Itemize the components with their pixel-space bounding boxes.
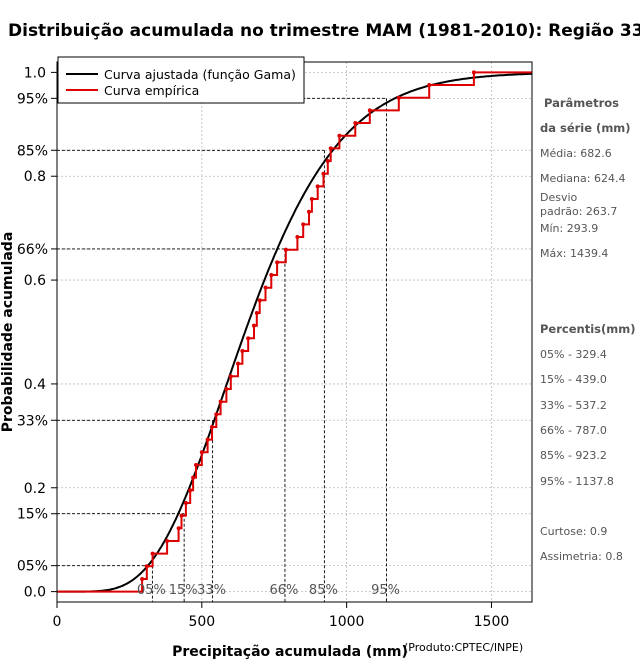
empirical-point — [337, 133, 342, 138]
legend-box — [57, 56, 305, 104]
empirical-point — [269, 273, 274, 278]
y-tick-label: 0.2 — [24, 481, 46, 497]
empirical-point — [144, 564, 149, 569]
y-tick-label: 0.4 — [24, 377, 46, 393]
stat-desvio-1: Desvio — [540, 191, 578, 204]
empirical-point — [263, 285, 268, 290]
stat-min: Mín: 293.9 — [540, 222, 598, 235]
empirical-point — [140, 576, 145, 581]
empirical-point — [309, 197, 314, 202]
empirical-point — [367, 108, 372, 113]
empirical-point — [353, 121, 358, 126]
x-tick-label: 1500 — [474, 614, 510, 630]
empirical-point — [165, 538, 170, 543]
empirical-point — [471, 70, 476, 75]
gamma-fit-curve — [57, 72, 533, 593]
params-title-1: Parâmetros — [544, 96, 619, 110]
y-pct-tick-label: 95% — [17, 91, 48, 107]
empirical-point — [224, 386, 229, 391]
empirical-point — [205, 437, 210, 442]
y-tick-label: 0.8 — [24, 169, 46, 185]
y-pct-tick-label: 15% — [17, 507, 48, 523]
empirical-point — [228, 374, 233, 379]
empirical-point — [218, 399, 223, 404]
empirical-point — [301, 222, 306, 227]
empirical-point — [251, 323, 256, 328]
legend-empirical-label: Curva empírica — [104, 83, 199, 98]
stat-mediana: Mediana: 624.4 — [540, 172, 625, 185]
stat-p33: 33% - 537.2 — [540, 399, 607, 412]
percentile-label: 85% — [309, 583, 338, 598]
empirical-point — [179, 513, 184, 518]
percentile-label: 33% — [197, 583, 226, 598]
empirical-point — [176, 526, 181, 531]
stat-assimetria: Assimetria: 0.8 — [540, 550, 623, 563]
credit: (Produto:CPTEC/INPE) — [404, 641, 523, 654]
stat-p15: 15% - 439.0 — [540, 373, 607, 386]
y-tick-label: 0.0 — [24, 585, 46, 601]
empirical-point — [306, 209, 311, 214]
empirical-point — [257, 298, 262, 303]
params-title-2: da série (mm) — [540, 121, 631, 135]
y-pct-tick-label: 66% — [17, 242, 48, 258]
chart-title: Distribuição acumulada no trimestre MAM … — [8, 21, 640, 41]
empirical-point — [321, 171, 326, 176]
empirical-point — [199, 450, 204, 455]
percentile-label: 66% — [269, 583, 298, 598]
percentile-label: 15% — [169, 583, 198, 598]
y-tick-label: 0.6 — [24, 273, 46, 289]
empirical-point — [295, 235, 300, 240]
curves — [57, 70, 533, 593]
stat-curtose: Curtose: 0.9 — [540, 525, 607, 538]
empirical-point — [188, 488, 193, 493]
x-axis: 0 500 1000 1500 — [53, 602, 510, 630]
y-pct-tick-label: 33% — [17, 413, 48, 429]
side-panel: Parâmetros da série (mm) Média: 682.6 Me… — [540, 96, 635, 563]
percentile-label: 95% — [371, 583, 400, 598]
y-axis-title: Probabilidade acumulada — [0, 232, 16, 433]
stat-media: Média: 682.6 — [540, 147, 612, 160]
percentile-label: 05% — [137, 583, 166, 598]
y-axis: 0.0 0.2 0.4 0.6 0.8 1.0 05% 15% 33% 66% 85% 95% — [17, 65, 57, 601]
plot-frame — [56, 61, 533, 603]
stat-p85: 85% - 923.2 — [540, 449, 607, 462]
empirical-point — [194, 462, 199, 467]
stat-p05: 05% - 329.4 — [540, 348, 607, 361]
stat-p66: 66% - 787.0 — [540, 424, 607, 437]
percentis-title: Percentis(mm) — [540, 322, 635, 336]
empirical-point — [209, 424, 214, 429]
empirical-point — [328, 146, 333, 151]
grid-lines — [56, 62, 532, 602]
empirical-point — [275, 260, 280, 265]
y-pct-tick-label: 05% — [17, 559, 48, 575]
empirical-point — [183, 500, 188, 505]
empirical-point — [240, 348, 245, 353]
percentile-labels: 05% 15% 33% 66% 85% 95% — [137, 583, 400, 598]
empirical-point — [191, 475, 196, 480]
percentile-guides — [57, 97, 387, 602]
x-tick-label: 500 — [188, 614, 215, 630]
x-tick-label: 1000 — [329, 614, 365, 630]
empirical-point — [283, 247, 288, 252]
x-tick-label: 0 — [53, 614, 62, 630]
y-tick-label: 1.0 — [24, 65, 46, 81]
legend-fit-label: Curva ajustada (função Gama) — [104, 67, 296, 82]
empirical-point — [150, 551, 155, 556]
stat-max: Máx: 1439.4 — [540, 247, 608, 260]
x-axis-title: Precipitação acumulada (mm) — [172, 644, 408, 660]
y-pct-tick-label: 85% — [17, 143, 48, 159]
stat-p95: 95% - 1137.8 — [540, 475, 614, 488]
empirical-point — [315, 184, 320, 189]
empirical-point — [325, 159, 330, 164]
empirical-point — [427, 83, 432, 88]
empirical-point — [236, 361, 241, 366]
stat-desvio-2: padrão: 263.7 — [540, 205, 617, 218]
empirical-point — [254, 311, 259, 316]
empirical-point — [214, 412, 219, 417]
legend: Curva ajustada (função Gama) Curva empír… — [57, 56, 305, 104]
empirical-point — [246, 336, 251, 341]
empirical-step-curve — [57, 71, 532, 593]
empirical-point — [396, 95, 401, 100]
